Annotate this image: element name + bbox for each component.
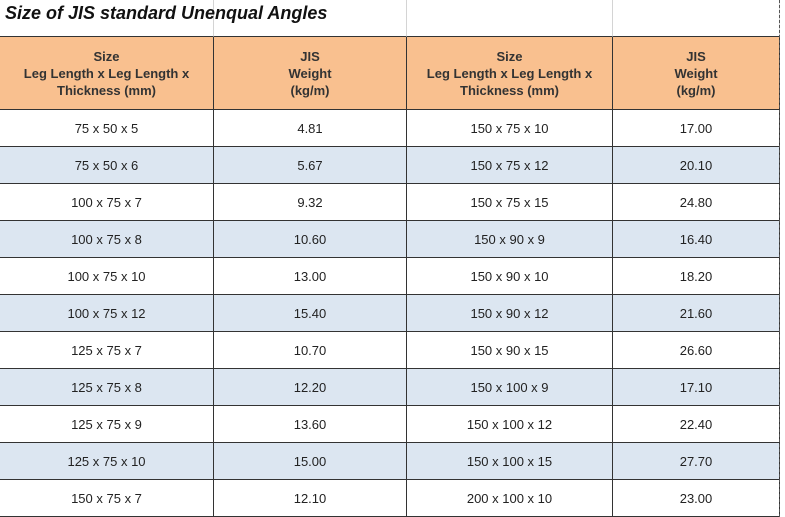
table-cell: 150 x 100 x 15: [407, 443, 613, 480]
table-cell: 12.20: [214, 369, 407, 406]
table-cell: 150 x 75 x 7: [0, 480, 214, 517]
table-cell: 150 x 75 x 15: [407, 184, 613, 221]
table-cell: 150 x 90 x 15: [407, 332, 613, 369]
table-cell: 150 x 90 x 12: [407, 295, 613, 332]
table-cell: 150 x 75 x 12: [407, 147, 613, 184]
table-cell: 9.32: [214, 184, 407, 221]
header-line: Leg Length x Leg Length x: [23, 65, 190, 81]
title-row-cell: [613, 0, 780, 37]
sheet-title: Size of JIS standard Unenqual Angles: [5, 3, 328, 23]
table-cell: 100 x 75 x 7: [0, 184, 214, 221]
table-cell: 200 x 100 x 10: [407, 480, 613, 517]
table-cell: 12.10: [214, 480, 407, 517]
table-cell: 15.00: [214, 443, 407, 480]
header-line: Size: [93, 48, 120, 64]
table-cell: 27.70: [613, 443, 780, 480]
table-cell: 24.80: [613, 184, 780, 221]
table-cell: 100 x 75 x 12: [0, 295, 214, 332]
header-line: Weight: [288, 65, 332, 81]
table-cell: 100 x 75 x 10: [0, 258, 214, 295]
table-cell: 26.60: [613, 332, 780, 369]
table-cell: 150 x 75 x 10: [407, 110, 613, 147]
header-line: Thickness (mm): [460, 82, 559, 98]
header-cell: Size Leg Length x Leg Length x Thickness (…: [407, 37, 613, 110]
header-line: JIS: [300, 48, 320, 64]
header-cell: Size Leg Length x Leg Length x Thickness (…: [0, 37, 214, 110]
table-cell: 150 x 90 x 10: [407, 258, 613, 295]
table-cell: 125 x 75 x 7: [0, 332, 214, 369]
header-line: JIS: [686, 48, 706, 64]
table-cell: 100 x 75 x 8: [0, 221, 214, 258]
header-line: Weight: [674, 65, 718, 81]
table-cell: 150 x 100 x 12: [407, 406, 613, 443]
table-cell: 23.00: [613, 480, 780, 517]
table-cell: 4.81: [214, 110, 407, 147]
table-cell: 18.20: [613, 258, 780, 295]
header-cell: JIS Weight (kg/m): [613, 37, 780, 110]
page-break: [779, 0, 780, 517]
table-cell: 20.10: [613, 147, 780, 184]
table-cell: 10.60: [214, 221, 407, 258]
table-cell: 17.10: [613, 369, 780, 406]
title-row-cell: [407, 0, 613, 37]
table-cell: 13.00: [214, 258, 407, 295]
header-cell: JIS Weight (kg/m): [214, 37, 407, 110]
table-cell: 10.70: [214, 332, 407, 369]
header-line: (kg/m): [290, 82, 330, 98]
table-cell: 125 x 75 x 10: [0, 443, 214, 480]
table-cell: 15.40: [214, 295, 407, 332]
table-cell: 22.40: [613, 406, 780, 443]
header-line: Thickness (mm): [57, 82, 156, 98]
table-cell: 75 x 50 x 5: [0, 110, 214, 147]
table-cell: 125 x 75 x 8: [0, 369, 214, 406]
table-cell: 13.60: [214, 406, 407, 443]
header-line: (kg/m): [676, 82, 716, 98]
table-cell: 21.60: [613, 295, 780, 332]
table-cell: 16.40: [613, 221, 780, 258]
title-row-cell: [214, 0, 407, 37]
title-row-cell: [0, 0, 214, 37]
table-cell: 75 x 50 x 6: [0, 147, 214, 184]
header-line: Size: [496, 48, 523, 64]
table-cell: 5.67: [214, 147, 407, 184]
table-cell: 150 x 100 x 9: [407, 369, 613, 406]
header-line: Leg Length x Leg Length x: [426, 65, 593, 81]
table-cell: 125 x 75 x 9: [0, 406, 214, 443]
table-cell: 17.00: [613, 110, 780, 147]
table-cell: 150 x 90 x 9: [407, 221, 613, 258]
